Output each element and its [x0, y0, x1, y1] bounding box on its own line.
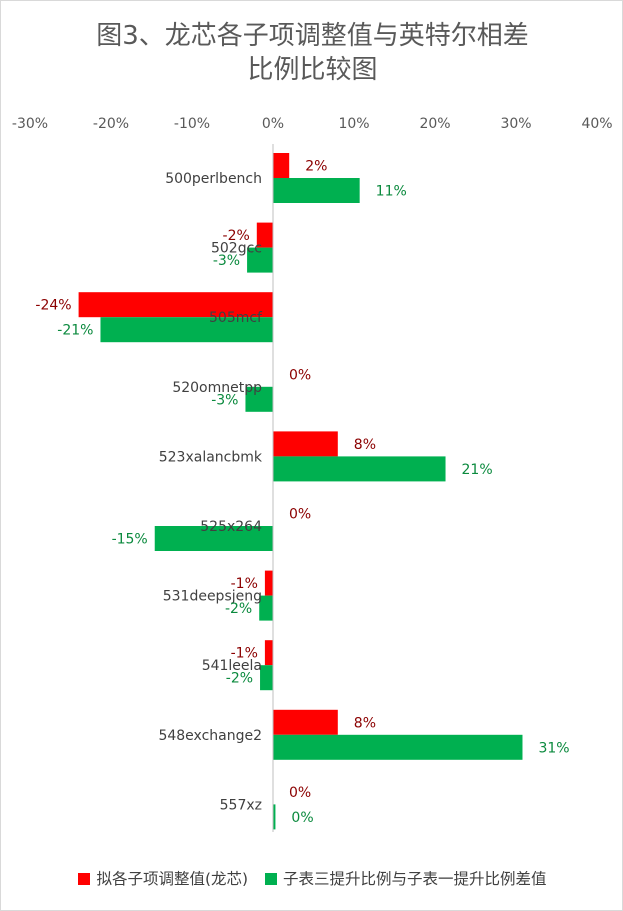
value-label-series-1: 8%: [354, 437, 376, 453]
value-label-series-2: -3%: [211, 392, 238, 408]
bar-series-1: [264, 570, 273, 596]
bar-series-2: [259, 595, 273, 621]
bar-series-2: [273, 804, 276, 830]
bar-series-2: [260, 665, 273, 691]
value-label-series-1: 0%: [289, 367, 311, 383]
bar-series-2: [273, 456, 446, 482]
chart-title-line-1: 图3、龙芯各子项调整值与英特尔相差: [96, 21, 529, 51]
x-tick-label: 20%: [419, 116, 450, 132]
category-label: 523xalancbmk: [159, 449, 263, 465]
bar-series-1: [273, 709, 338, 735]
value-label-series-2: 0%: [291, 810, 313, 826]
legend-label-series-1: 拟各子项调整值(龙芯): [96, 870, 249, 888]
legend: 拟各子项调整值(龙芯) 子表三提升比例与子表一提升比例差值: [1, 867, 623, 889]
category-label: 520omnetpp: [172, 380, 262, 396]
value-label-series-2: 31%: [538, 740, 569, 756]
category-labels: 500perlbench 502gcc 505mcf 520omnetpp 523xal…: [158, 171, 263, 813]
category-label: 531deepsjeng: [163, 589, 262, 605]
value-label-series-2: -3%: [213, 253, 240, 269]
value-label-series-1: -1%: [231, 576, 258, 592]
category-label: 557xz: [220, 797, 262, 813]
value-label-series-1: 0%: [289, 507, 311, 523]
category-label: 500perlbench: [165, 171, 262, 187]
bar-series-2: [273, 178, 360, 203]
bar-series-2: [245, 386, 273, 412]
x-tick-label: 40%: [581, 116, 612, 132]
bar-chart: -30% -20% -10% 0% 10% 20% 30% 40% 500perlbench5…: [12, 116, 613, 832]
x-tick-label: -10%: [174, 116, 210, 132]
value-label-series-1: 8%: [354, 715, 376, 731]
bar-series-1: [273, 431, 338, 457]
value-label-series-1: -2%: [223, 228, 250, 244]
value-label-series-2: -2%: [225, 601, 252, 617]
x-tick-label: 0%: [262, 116, 284, 132]
legend-item-series-1[interactable]: 拟各子项调整值(龙芯): [78, 867, 248, 889]
legend-label-series-2: 子表三提升比例与子表一提升比例差值: [283, 870, 547, 888]
value-label-series-2: -15%: [112, 532, 148, 548]
x-tick-label: -30%: [12, 116, 48, 132]
x-axis-ticks: -30% -20% -10% 0% 10% 20% 30% 40%: [12, 116, 613, 132]
category-label: 502gcc: [211, 241, 262, 257]
category-label: 505mcf: [209, 310, 263, 326]
chart-title: 图3、龙芯各子项调整值与英特尔相差 比例比较图: [1, 19, 623, 87]
bar-series-1: [256, 222, 273, 248]
category-label: 548exchange2: [158, 728, 262, 744]
value-label-series-2: -2%: [226, 671, 253, 687]
legend-swatch-green: [265, 873, 278, 885]
value-label-series-1: -1%: [231, 646, 258, 662]
value-label-series-2: -21%: [57, 323, 93, 339]
x-tick-label: 10%: [338, 116, 369, 132]
legend-swatch-red: [78, 873, 91, 885]
bar-series-2: [247, 247, 273, 273]
category-label: 541leela: [202, 658, 262, 674]
value-label-series-2: 21%: [462, 462, 493, 478]
legend-item-series-2[interactable]: 子表三提升比例与子表一提升比例差值: [265, 867, 547, 889]
bar-series-1: [264, 640, 273, 666]
x-tick-label: -20%: [93, 116, 129, 132]
value-labels: 2% 11% -2% -3% -24% -21% 0% -3% 8% 21% 0% -15% -1% -2…: [35, 159, 569, 826]
bar-series-2: [273, 734, 523, 760]
bar-series-2: [100, 317, 273, 343]
category-label: 525x264: [200, 519, 262, 535]
bar-series-2: [154, 526, 273, 551]
bar-series-1: [78, 292, 273, 318]
bars: [78, 153, 523, 830]
value-label-series-1: 0%: [289, 785, 311, 801]
value-label-series-2: 11%: [376, 184, 407, 200]
value-label-series-1: -24%: [35, 298, 71, 314]
bar-series-1: [273, 153, 290, 178]
value-label-series-1: 2%: [305, 159, 327, 175]
x-tick-label: 30%: [500, 116, 531, 132]
chart-title-line-2: 比例比较图: [247, 55, 378, 85]
